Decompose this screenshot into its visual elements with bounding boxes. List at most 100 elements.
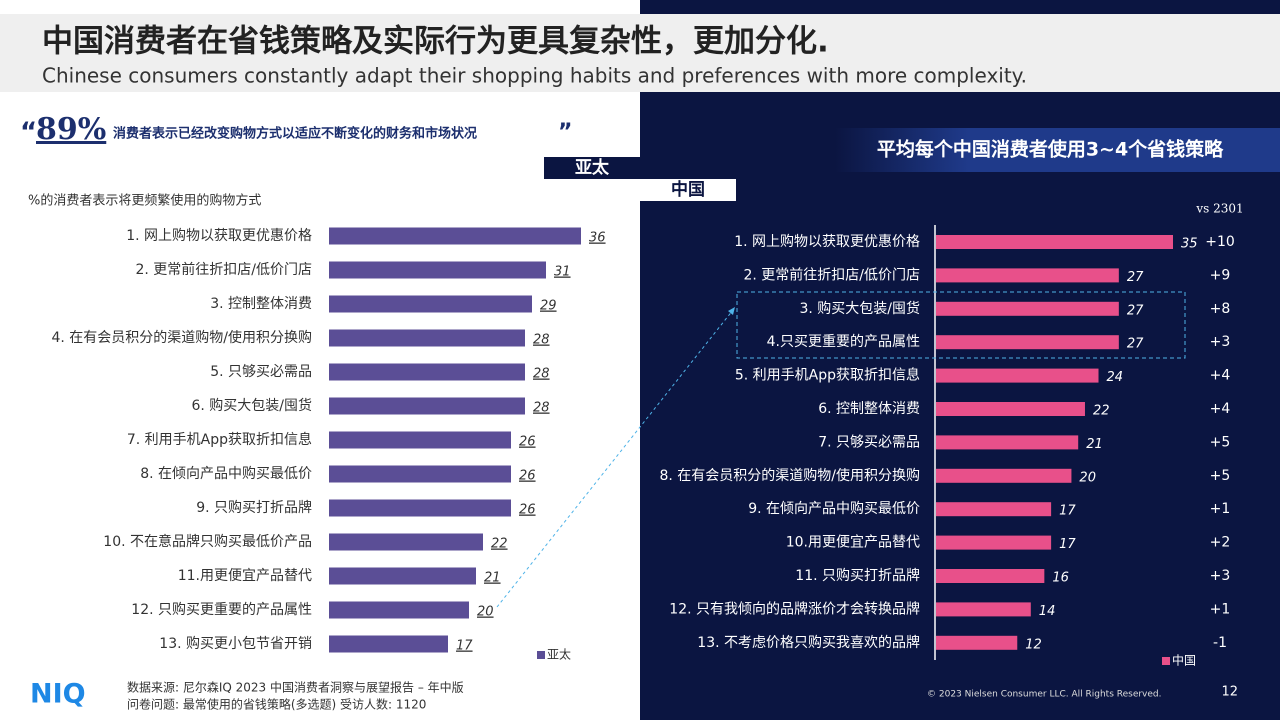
comparison-label: vs 2301 [1195, 202, 1243, 216]
callout-text: 消费者表示已经改变购物方式以适应不断变化的财务和市场状况 [113, 126, 477, 142]
bar [329, 465, 511, 483]
value-label: 26 [519, 503, 536, 518]
value-label: 22 [491, 537, 508, 552]
legend-label: 中国 [1172, 653, 1196, 668]
bar [936, 335, 1119, 350]
quote-mark: ” [558, 120, 572, 145]
value-label: 27 [1127, 303, 1144, 318]
callout-number: 89% [36, 112, 106, 147]
legend-swatch [537, 651, 545, 659]
source: 数据来源: 尼尔森IQ 2023 中国消费者洞察与展望报告 – 年中版 [127, 680, 464, 695]
header-band [0, 14, 1280, 92]
change-label: +3 [1210, 334, 1231, 350]
bar [329, 261, 546, 279]
change-label: +4 [1210, 368, 1231, 384]
page-number: 12 [1221, 685, 1238, 700]
value-label: 14 [1039, 604, 1056, 619]
change-label: +9 [1210, 267, 1231, 283]
value-label: 20 [1079, 470, 1096, 485]
category-label: 5. 利用手机App获取折扣信息 [735, 367, 920, 384]
bar [936, 268, 1119, 283]
value-label: 29 [540, 299, 557, 314]
bar [936, 535, 1052, 550]
category-label: 11. 只购买打折品牌 [795, 567, 920, 584]
category-label: 10.用更便宜产品替代 [786, 535, 920, 551]
quote-mark: “ [20, 118, 37, 148]
chart-title-band [835, 128, 1280, 172]
tag-label: 亚太 [575, 157, 610, 178]
category-label: 8. 在有会员积分的渠道购物/使用积分换购 [659, 467, 920, 484]
legend-swatch [1162, 657, 1170, 665]
tag [640, 179, 736, 201]
value-label: 28 [533, 333, 550, 348]
category-label: 5. 只够买必需品 [210, 364, 312, 380]
value-label: 17 [1059, 537, 1076, 552]
category-label: 1. 网上购物以获取更优惠价格 [126, 228, 312, 244]
bar [329, 499, 511, 517]
chart-title: %的消费者表示将更频繁使用的购物方式 [28, 193, 261, 209]
category-label: 7. 利用手机App获取折扣信息 [127, 431, 312, 448]
value-label: 28 [533, 367, 550, 382]
value-label: 26 [519, 469, 536, 484]
category-label: 3. 控制整体消费 [210, 296, 312, 312]
value-label: 21 [484, 571, 501, 586]
question: 问卷问题: 最常使用的省钱策略(多选题) 受访人数: 1120 [127, 697, 426, 712]
change-label: -1 [1213, 635, 1227, 651]
bar [936, 368, 1099, 383]
value-label: 16 [1052, 571, 1069, 586]
category-label: 8. 在倾向产品中购买最低价 [140, 466, 312, 482]
category-label: 9. 只购买打折品牌 [196, 499, 312, 516]
highlight-box [736, 291, 1186, 359]
change-label: +3 [1210, 568, 1231, 584]
change-label: +1 [1210, 601, 1231, 617]
tag-label: 中国 [671, 179, 705, 200]
value-label: 24 [1107, 370, 1124, 385]
category-label: 9. 在倾向产品中购买最低价 [748, 501, 920, 517]
category-label: 11.用更便宜产品替代 [178, 568, 312, 584]
dark-panel [640, 0, 1280, 720]
category-label: 2. 更常前往折扣店/低价门店 [743, 266, 920, 283]
bar [936, 301, 1119, 316]
bar [329, 567, 476, 585]
arrow-head [728, 307, 735, 315]
category-label: 3. 购买大包装/囤货 [799, 300, 920, 317]
category-label: 10. 不在意品牌只购买最低价产品 [103, 533, 312, 550]
copyright: © 2023 Nielsen Consumer LLC. All Rights … [927, 690, 1162, 700]
logo: NIQ [30, 679, 86, 710]
bar [329, 295, 532, 313]
bar [329, 431, 511, 449]
tag [544, 157, 640, 179]
value-label: 12 [1025, 637, 1042, 652]
bar [329, 635, 448, 653]
category-label: 13. 不考虑价格只购买我喜欢的品牌 [697, 634, 920, 651]
value-label: 22 [1093, 404, 1110, 419]
title: 中国消费者在省钱策略及实际行为更具复杂性，更加分化. [42, 24, 829, 60]
value-label: 21 [1086, 437, 1103, 452]
bar [936, 235, 1173, 249]
value-label: 27 [1127, 270, 1144, 285]
category-label: 4. 在有会员积分的渠道购物/使用积分换购 [51, 329, 312, 346]
category-label: 6. 控制整体消费 [818, 401, 920, 417]
bar [936, 402, 1085, 416]
value-label: 31 [554, 265, 571, 280]
category-label: 4.只买更重要的产品属性 [767, 334, 920, 350]
change-label: +2 [1210, 535, 1231, 551]
change-label: +8 [1210, 301, 1231, 317]
bar [936, 502, 1052, 517]
value-label: 17 [456, 639, 473, 654]
change-label: +10 [1205, 234, 1235, 250]
subtitle: Chinese consumers constantly adapt their… [42, 64, 1027, 88]
category-label: 7. 只够买必需品 [818, 434, 920, 450]
value-label: 27 [1127, 337, 1144, 352]
bar [329, 397, 525, 415]
legend-label: 亚太 [547, 647, 571, 662]
chart-title: 平均每个中国消费者使用3~4个省钱策略 [877, 138, 1224, 161]
category-label: 1. 网上购物以获取更优惠价格 [734, 234, 920, 250]
bar [936, 635, 1018, 650]
value-label: 36 [589, 231, 606, 246]
value-label: 26 [519, 435, 536, 450]
bar [936, 602, 1031, 617]
bar [329, 363, 525, 381]
category-label: 12. 只购买更重要的产品属性 [131, 602, 312, 618]
value-label: 20 [477, 605, 494, 620]
